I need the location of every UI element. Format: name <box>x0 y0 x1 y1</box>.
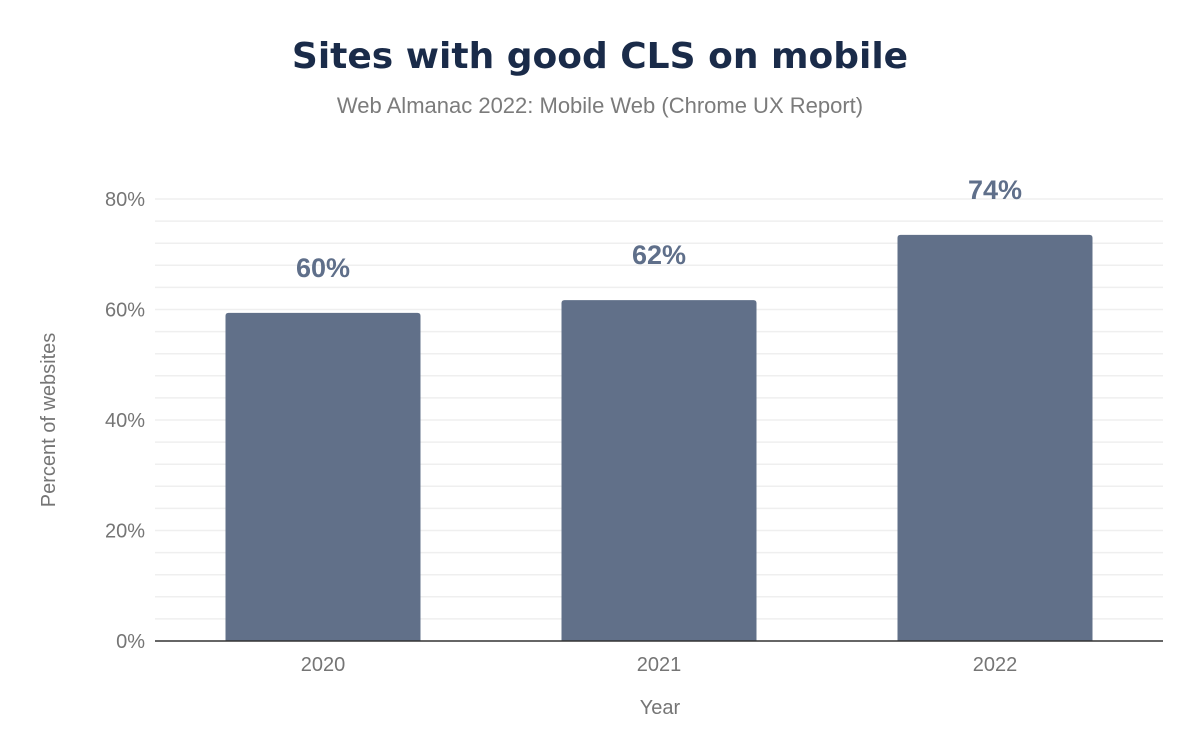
bar-2020 <box>225 312 421 641</box>
bar-2022 <box>897 234 1093 641</box>
x-tick-label: 2021 <box>637 654 682 676</box>
chart-subtitle: Web Almanac 2022: Mobile Web (Chrome UX … <box>337 93 863 118</box>
bars <box>225 234 1093 641</box>
data-label: 60% <box>296 253 350 283</box>
y-tick-label: 40% <box>105 410 145 432</box>
y-axis-ticks: 0% 20% 40% 60% 80% <box>105 189 145 653</box>
y-tick-label: 80% <box>105 189 145 211</box>
data-labels: 60% 62% 74% <box>296 175 1022 283</box>
x-axis-ticks: 2020 2021 2022 <box>301 654 1018 676</box>
data-label: 74% <box>968 175 1022 205</box>
x-axis-title: Year <box>640 697 681 719</box>
data-label: 62% <box>632 240 686 270</box>
bar-2021 <box>561 300 757 641</box>
y-tick-label: 20% <box>105 521 145 543</box>
y-tick-label: 60% <box>105 300 145 322</box>
y-axis-title: Percent of websites <box>38 333 60 508</box>
chart-title: Sites with good CLS on mobile <box>292 36 908 77</box>
x-tick-label: 2020 <box>301 654 346 676</box>
x-tick-label: 2022 <box>973 654 1018 676</box>
y-tick-label: 0% <box>116 631 145 653</box>
